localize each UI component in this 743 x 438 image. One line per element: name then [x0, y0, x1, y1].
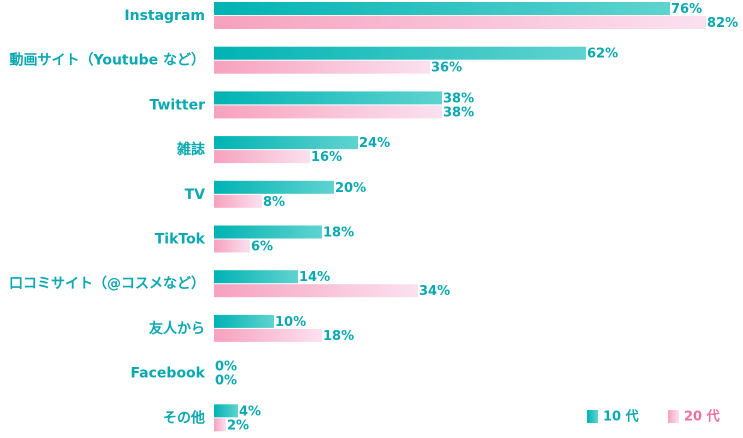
- legend-swatch-series-2: [668, 410, 679, 423]
- category-label: Twitter: [149, 97, 205, 113]
- bar-series-2: [214, 150, 310, 164]
- bar-series-2: [214, 105, 442, 119]
- category-label: その他: [163, 409, 205, 426]
- bars: [214, 2, 706, 432]
- data-label: 18%: [323, 226, 354, 241]
- bar-series-1: [214, 225, 322, 239]
- data-label: 0%: [215, 360, 237, 375]
- legend-swatch-series-1: [587, 410, 598, 423]
- bar-series-1: [214, 136, 358, 150]
- data-label: 0%: [215, 374, 237, 389]
- data-label: 20%: [335, 181, 366, 196]
- bar-series-1: [214, 180, 334, 194]
- data-label: 16%: [311, 150, 342, 165]
- legend: 10 代 20 代: [587, 409, 720, 425]
- data-label: 24%: [359, 136, 390, 151]
- bar-series-2: [214, 16, 706, 29]
- category-label: 動画サイト（Youtube など）: [10, 52, 206, 69]
- legend-label-series-1: 10 代: [603, 409, 639, 425]
- bar-series-2: [214, 60, 430, 74]
- data-label: 34%: [419, 284, 450, 299]
- legend-label-series-2: 20 代: [684, 409, 720, 425]
- bar-series-2: [214, 194, 262, 208]
- bar-series-1: [214, 91, 442, 105]
- data-label: 76%: [671, 2, 702, 17]
- bar-series-1: [214, 314, 274, 328]
- bar-series-2: [214, 328, 322, 342]
- category-label: 口コミサイト（@コスメなど）: [9, 276, 205, 292]
- data-label: 6%: [251, 240, 273, 255]
- category-label: TikTok: [155, 232, 206, 248]
- category-labels: Instagram 動画サイト（Youtube など） Twitter 雑誌 TV Tik…: [9, 8, 206, 426]
- bar-series-2: [214, 284, 418, 298]
- data-label: 8%: [263, 195, 285, 210]
- bar-series-2: [214, 239, 250, 253]
- bar-series-1: [214, 404, 238, 418]
- category-label: 雑誌: [176, 141, 205, 158]
- data-label: 62%: [587, 47, 618, 62]
- category-label: 友人から: [149, 320, 205, 337]
- data-label: 36%: [431, 61, 462, 76]
- category-label: Facebook: [130, 366, 205, 382]
- data-label: 2%: [227, 418, 249, 433]
- bar-series-1: [214, 270, 298, 284]
- bar-series-1: [214, 46, 586, 60]
- data-label: 4%: [239, 404, 261, 419]
- data-label: 10%: [275, 315, 306, 330]
- data-label: 38%: [443, 105, 474, 120]
- value-labels: 76% 82% 62% 36% 38%38% 24% 16% 20% 8% 18% 6% 14% 34%…: [215, 2, 738, 433]
- data-label: 38%: [443, 91, 474, 106]
- data-label: 82%: [707, 16, 738, 31]
- category-label: TV: [185, 187, 206, 203]
- bar-series-1: [214, 2, 670, 15]
- bar-series-2: [214, 418, 226, 432]
- category-label: Instagram: [124, 8, 205, 24]
- data-label: 18%: [323, 329, 354, 344]
- data-label: 14%: [299, 270, 330, 285]
